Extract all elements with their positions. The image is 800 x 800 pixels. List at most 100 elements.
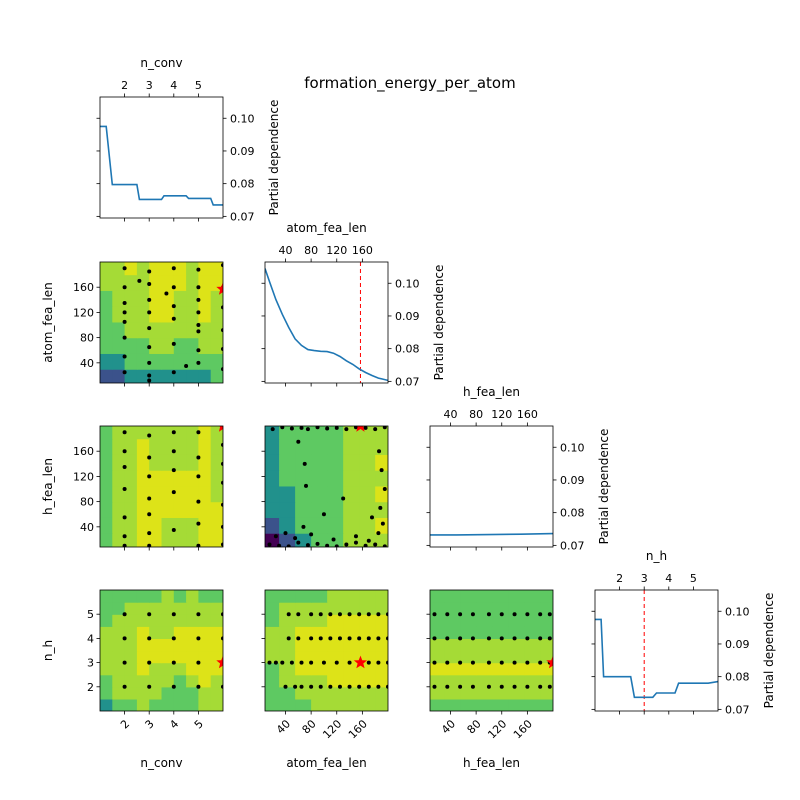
- contour-cell: [327, 426, 344, 440]
- contour-cell: [265, 626, 280, 639]
- contour-cell: [124, 662, 138, 676]
- sample-point: [328, 612, 333, 617]
- contour-cell: [136, 454, 150, 471]
- axes-frame: [264, 261, 389, 384]
- sample-point: [366, 684, 371, 689]
- sample-point: [538, 636, 543, 641]
- contour-cell: [311, 438, 328, 455]
- contour-cell: [136, 485, 150, 503]
- contour-cell: [136, 274, 150, 291]
- sample-point: [309, 612, 314, 617]
- sample-point: [147, 531, 152, 536]
- contour-cell: [124, 438, 138, 455]
- sample-point: [512, 660, 517, 665]
- axes-frame: [429, 425, 554, 548]
- sample-point: [122, 310, 127, 315]
- contour-cell: [524, 650, 541, 664]
- sample-point: [196, 285, 201, 290]
- contour-cell: [444, 590, 461, 603]
- contour-cell: [210, 369, 223, 383]
- sample-point: [270, 427, 275, 432]
- sample-point: [283, 684, 288, 689]
- sample-point: [147, 360, 152, 365]
- contour-cell: [173, 262, 187, 276]
- contour-cell: [198, 306, 212, 323]
- sample-point: [296, 540, 301, 545]
- contour-cell: [100, 290, 113, 307]
- contour-cells: [100, 590, 223, 711]
- contour-cell: [476, 614, 493, 627]
- contour-cell: [311, 517, 328, 534]
- contour-cell: [327, 517, 344, 534]
- contour-cell: [492, 674, 509, 688]
- best-point-star: [353, 655, 368, 669]
- sample-point: [196, 636, 201, 641]
- contour-cell: [508, 650, 525, 664]
- contour-cell: [327, 650, 344, 664]
- sample-point: [196, 297, 201, 302]
- sample-point: [432, 612, 437, 617]
- contour-cell: [444, 662, 461, 676]
- sample-point: [377, 449, 382, 454]
- contour-cell: [161, 485, 175, 503]
- contour-cell: [492, 638, 509, 652]
- contour-cell: [279, 698, 296, 711]
- sample-point: [512, 636, 517, 641]
- contour-cells: [100, 262, 223, 383]
- contour-cell: [295, 590, 312, 603]
- sample-point: [538, 612, 543, 617]
- sample-point: [341, 496, 346, 501]
- axes-frame: [99, 261, 224, 384]
- sample-point: [538, 660, 543, 665]
- contour-cell: [112, 485, 126, 503]
- contour-cell: [198, 698, 212, 711]
- contour-cell: [279, 454, 296, 471]
- contour-cell: [198, 614, 212, 627]
- contour-cell: [327, 662, 344, 676]
- contour-cell: [311, 674, 328, 688]
- contour-cell: [476, 626, 493, 639]
- sample-point: [296, 612, 301, 617]
- contour-cell: [198, 674, 212, 688]
- contour-cell: [210, 698, 223, 711]
- sample-point: [122, 464, 127, 469]
- contour-cell: [149, 262, 163, 276]
- contour-cell: [100, 470, 113, 487]
- contour-cell: [430, 698, 445, 711]
- contour-cell: [295, 602, 312, 615]
- contour-cell: [124, 321, 138, 339]
- contour-cell: [161, 686, 175, 700]
- contour-cell: [460, 686, 477, 700]
- contour-cell: [375, 662, 388, 676]
- contour-cell: [161, 262, 175, 276]
- contour-cell: [136, 353, 150, 370]
- sample-point: [547, 684, 552, 689]
- best-point-star: [356, 426, 365, 432]
- contour-cell: [100, 262, 113, 276]
- contour-cell: [149, 306, 163, 323]
- y-axis-label: Partial dependence: [597, 429, 611, 545]
- sample-point: [357, 636, 362, 641]
- contour-cell: [295, 501, 312, 518]
- contour-cell: [173, 686, 187, 700]
- contour-cell: [173, 454, 187, 471]
- sample-point: [309, 532, 314, 537]
- contour-cell: [173, 501, 187, 518]
- sample-point: [366, 612, 371, 617]
- y-tick-label: 5: [87, 608, 94, 621]
- contour-cell: [186, 438, 199, 455]
- sample-point: [445, 612, 450, 617]
- contour-cell: [265, 638, 280, 652]
- contour-cell: [161, 470, 175, 487]
- sample-point: [277, 543, 282, 547]
- contour-cell: [460, 590, 477, 603]
- contour-cell: [210, 438, 223, 455]
- sample-point: [122, 515, 127, 520]
- sample-point: [470, 660, 475, 665]
- sample-point: [382, 426, 387, 430]
- contour-cell: [210, 517, 223, 534]
- contour-cell: [112, 650, 126, 664]
- contour-cell: [375, 686, 388, 700]
- contour-cell: [136, 262, 150, 276]
